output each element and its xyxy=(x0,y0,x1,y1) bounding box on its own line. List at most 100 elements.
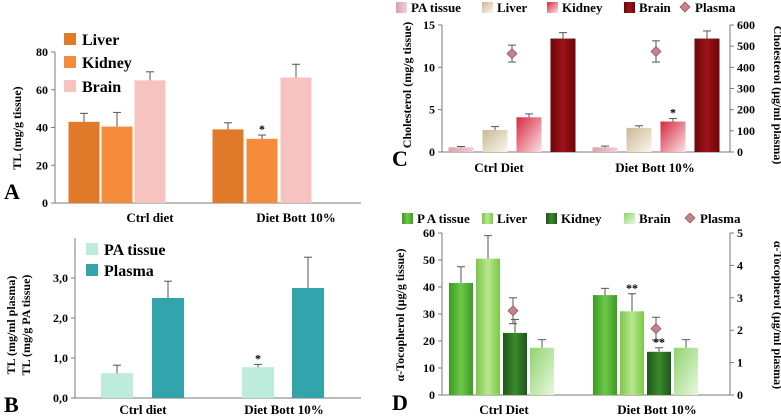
y2-tick-label: 1 xyxy=(737,356,743,370)
bar-pa-tissue xyxy=(101,373,133,398)
y-axis-title: TL (mg/ml plasma) xyxy=(4,276,18,375)
legend-label: Plasma xyxy=(695,0,736,15)
category-label: Diet Bott 10% xyxy=(244,402,323,417)
legend-swatch xyxy=(64,80,76,92)
legend-swatch xyxy=(86,264,98,276)
y2-tick-label: 400 xyxy=(737,60,755,74)
significance-marker: * xyxy=(255,351,261,365)
bar-plasma xyxy=(292,288,324,398)
legend-swatch xyxy=(624,2,635,13)
y2-axis-title: α-Tocopherol (µg/ml plasma) xyxy=(771,241,781,389)
category-label: Diet Bott 10% xyxy=(617,402,696,417)
y2-tick-label: 300 xyxy=(737,82,755,96)
bar-brain xyxy=(550,38,576,153)
bar-kidney xyxy=(647,351,671,395)
y-tick-label: 0 xyxy=(429,388,435,402)
significance-marker: * xyxy=(259,122,265,136)
y2-tick-label: 0 xyxy=(737,145,743,159)
bar-brain xyxy=(530,347,554,395)
legend-label: Kidney xyxy=(562,0,603,15)
y-tick-label: 0 xyxy=(42,196,48,210)
legend-swatch-plasma xyxy=(684,212,696,224)
legend-label: Brain xyxy=(639,211,672,226)
bar-liver xyxy=(482,129,508,152)
legend-label: Liver xyxy=(497,0,528,15)
panel-letter-a: A xyxy=(4,179,20,204)
bar-liver xyxy=(476,258,500,395)
bar-p-a-tissue xyxy=(449,282,473,395)
panel-B: 0,0 1,0 2,0 3,0 * Ctrl diet Diet Bott 10% TL (m… xyxy=(4,238,361,417)
y-tick-label: 60 xyxy=(423,226,435,240)
legend-label: Plasma xyxy=(104,263,154,280)
bar-pa-tissue xyxy=(448,147,474,152)
y-tick-label: 40 xyxy=(36,121,48,135)
y-axis-title: α-Tocopherol (µg/g tissue) xyxy=(393,249,407,382)
legend-label: Plasma xyxy=(700,211,741,226)
y-axis-title: TL (mg/g tissue) xyxy=(10,86,24,169)
bar-kidney xyxy=(516,117,542,152)
category-label: Ctrl diet xyxy=(126,210,174,225)
bar-brain xyxy=(134,80,166,203)
significance-marker: ** xyxy=(626,281,638,295)
legend-swatch xyxy=(396,2,407,13)
panel-letter-d: D xyxy=(392,390,408,415)
panel-A: 0 20 40 60 80 * Ctrl diet Diet Bott 10% TL (mg/g… xyxy=(4,32,361,225)
y-tick-label: 10 xyxy=(423,60,435,74)
legend-label: Brain xyxy=(82,79,121,96)
y-tick-label: 10 xyxy=(423,361,435,375)
legend-swatch xyxy=(546,213,557,224)
panel-letter-c: C xyxy=(392,146,408,171)
legend-label: Kidney xyxy=(561,211,602,226)
bar-kidney xyxy=(246,138,278,203)
legend-swatch xyxy=(64,56,76,68)
y2-tick-label: 3 xyxy=(737,291,743,305)
point-plasma xyxy=(507,305,519,317)
legend-swatch xyxy=(402,213,413,224)
legend-label: PA tissue xyxy=(104,242,165,259)
y-tick-label: 5 xyxy=(429,103,435,117)
category-label: Ctrl Diet xyxy=(479,402,529,417)
category-label: Ctrl diet xyxy=(119,402,167,417)
y-tick-label: 40 xyxy=(423,280,435,294)
panel-C: 0 5 10 15 0 100 200 300 400 500 600 * Ctrl Diet Diet … xyxy=(392,0,781,175)
category-label: Ctrl Diet xyxy=(474,160,524,175)
legend-swatch-plasma xyxy=(679,1,691,13)
legend-swatch xyxy=(624,213,635,224)
legend-swatch xyxy=(482,213,493,224)
y2-tick-label: 5 xyxy=(737,226,743,240)
legend-swatch xyxy=(482,2,493,13)
y-tick-label: 60 xyxy=(36,83,48,97)
point-plasma xyxy=(506,48,518,60)
legend-label: Brain xyxy=(639,0,672,15)
y-tick-label: 3,0 xyxy=(53,271,68,285)
bar-brain xyxy=(694,38,720,153)
significance-marker: * xyxy=(670,106,676,120)
legend-swatch xyxy=(64,33,76,45)
bar-pa-tissue xyxy=(592,147,618,152)
y-tick-label: 80 xyxy=(36,45,48,59)
y-tick-label: 2,0 xyxy=(53,311,68,325)
panel-letter-b: B xyxy=(4,392,19,417)
bar-liver xyxy=(212,129,244,203)
bar-p-a-tissue xyxy=(593,295,617,395)
y-tick-label: 1,0 xyxy=(53,351,68,365)
legend-swatch xyxy=(86,243,98,255)
bar-liver xyxy=(620,311,644,395)
bar-kidney xyxy=(503,332,527,395)
y2-tick-label: 200 xyxy=(737,103,755,117)
y2-axis-title: Cholesterol (µg/ml plasma) xyxy=(771,26,781,165)
legend-label: Kidney xyxy=(82,55,132,72)
bar-plasma xyxy=(152,298,184,398)
significance-marker: ** xyxy=(653,335,665,349)
y-tick-label: 30 xyxy=(423,307,435,321)
legend-label: PA tissue xyxy=(411,0,461,15)
bar-brain xyxy=(280,77,312,203)
bar-pa-tissue xyxy=(242,367,274,398)
y-tick-label: 0,0 xyxy=(53,391,68,405)
point-plasma xyxy=(650,323,662,335)
y2-tick-label: 2 xyxy=(737,323,743,337)
y-tick-label: 20 xyxy=(36,158,48,172)
legend-label: P A tissue xyxy=(417,211,470,226)
legend-label: Liver xyxy=(82,32,119,49)
